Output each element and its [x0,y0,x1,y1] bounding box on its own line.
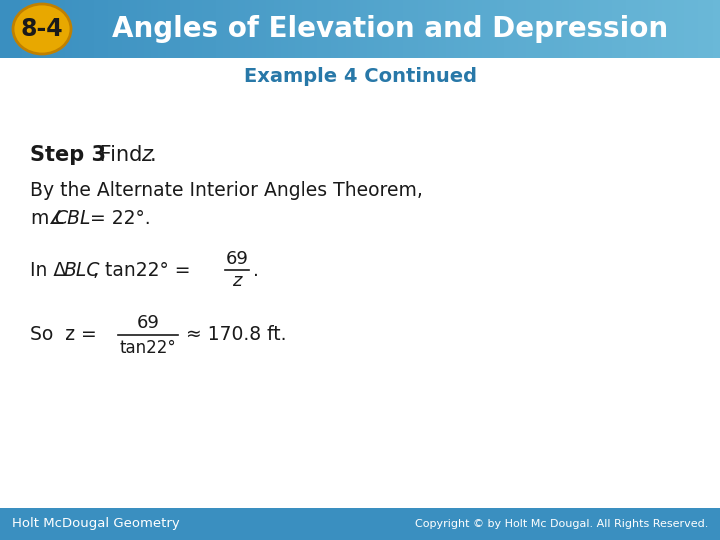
Text: .: . [150,145,157,165]
Text: m∠: m∠ [30,208,65,227]
Text: Example 4 Continued: Example 4 Continued [243,66,477,85]
Text: 8-4: 8-4 [21,17,63,41]
Text: = 22°.: = 22°. [84,208,150,227]
Text: BLC: BLC [63,260,99,280]
Text: By the Alternate Interior Angles Theorem,: By the Alternate Interior Angles Theorem… [30,180,423,199]
Text: 69: 69 [225,250,248,268]
Text: In Δ: In Δ [30,260,66,280]
Text: z: z [141,145,152,165]
Text: Step 3: Step 3 [30,145,106,165]
Text: z: z [233,272,242,290]
Text: So  z =: So z = [30,326,96,345]
Text: Find: Find [93,145,149,165]
Text: ≈ 170.8 ft.: ≈ 170.8 ft. [186,326,287,345]
Text: Copyright © by Holt Mc Dougal. All Rights Reserved.: Copyright © by Holt Mc Dougal. All Right… [415,519,708,529]
Text: , tan22° =: , tan22° = [93,260,191,280]
FancyBboxPatch shape [0,508,720,540]
Text: tan22°: tan22° [120,339,176,357]
Text: CBL: CBL [54,208,91,227]
FancyBboxPatch shape [0,0,720,58]
Ellipse shape [13,4,71,54]
FancyBboxPatch shape [0,58,720,508]
Text: .: . [253,260,259,280]
Text: 69: 69 [137,314,159,332]
Text: Holt McDougal Geometry: Holt McDougal Geometry [12,517,180,530]
Text: Angles of Elevation and Depression: Angles of Elevation and Depression [112,15,668,43]
